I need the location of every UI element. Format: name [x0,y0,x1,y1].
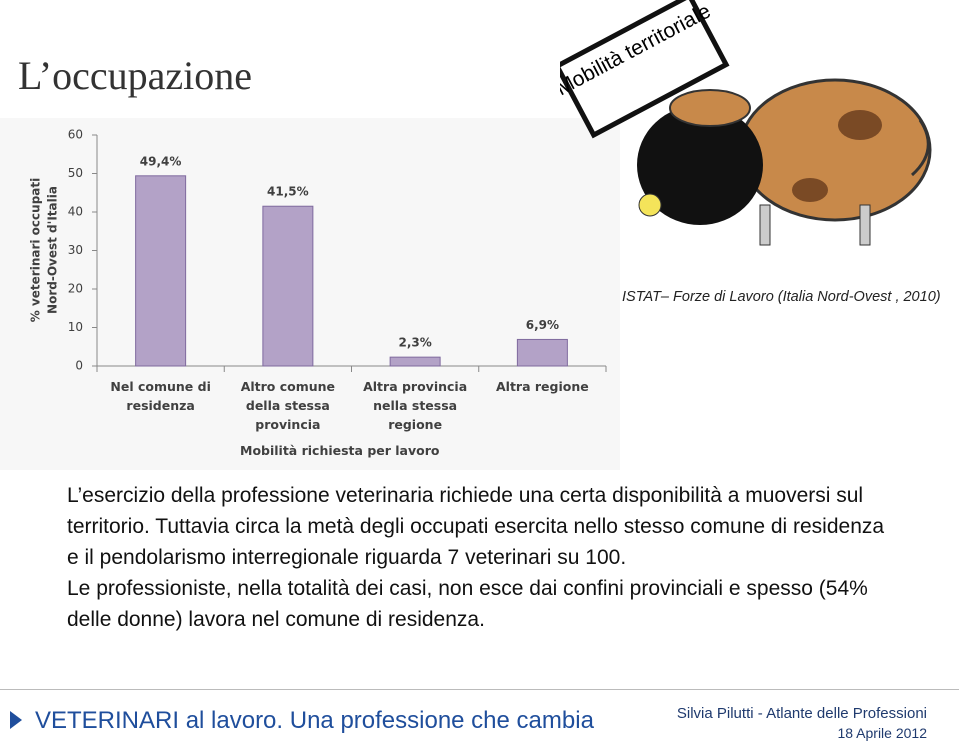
cow-tail [910,119,930,177]
bar [389,356,441,367]
x-tick-label: Altra provincia nella stessa regione [363,379,468,432]
footer-title: VETERINARI al lavoro. Una professione ch… [35,707,594,734]
paragraph: L’esercizio della professione veterinari… [67,484,885,569]
cow-leg [759,204,771,246]
x-tick-label: Altro comune della stessa provincia [240,379,336,432]
body-text: L’esercizio della professione veterinari… [67,480,897,635]
footer-date: 18 Aprile 2012 [837,725,927,741]
y-tick-label: 10 [68,320,83,334]
cow-spot [838,110,882,140]
y-axis-title: % veterinari occupati [29,178,43,322]
y-tick-label: 0 [75,359,83,373]
flower [638,193,662,217]
y-tick-label: 60 [68,128,83,142]
value-label: 2,3% [398,336,431,350]
badge-frame [560,0,730,139]
footer-arrow [10,711,22,729]
y-tick-label: 40 [68,205,83,219]
bar [516,338,568,367]
y-tick-label: 50 [68,166,83,180]
cow-spot [792,178,828,202]
cow-illustration: Mobilità territoriale [560,0,932,246]
chart: 0 10 20 30 40 50 60 % veterinari occupati Nord-O… [0,118,620,470]
cow-head [637,105,763,225]
y-tick-label: 30 [68,243,83,257]
bar [262,205,314,367]
value-label: 6,9% [526,318,559,332]
footer-rule [0,689,959,690]
paragraph: Le professioniste, nella totalità dei ca… [67,577,868,631]
value-label: 41,5% [267,185,309,199]
value-label: 49,4% [140,154,182,168]
bar [135,175,187,367]
source-note: ISTAT– Forze di Lavoro (Italia Nord-Oves… [622,289,941,305]
cow-leg [859,204,871,246]
x-tick-label: Nel comune di residenza [110,379,211,413]
x-axis-title: Mobilità richiesta per lavoro [240,443,440,458]
cow-forehead [669,89,751,127]
cow-body [738,78,932,222]
slide-title: L’occupazione [18,53,252,98]
y-tick-label: 20 [68,282,83,296]
x-tick-label: Altra regione [496,379,589,394]
y-axis-title: Nord-Ovest d'Italia [46,186,60,314]
footer-author: Silvia Pilutti - Atlante delle Professio… [676,705,927,722]
